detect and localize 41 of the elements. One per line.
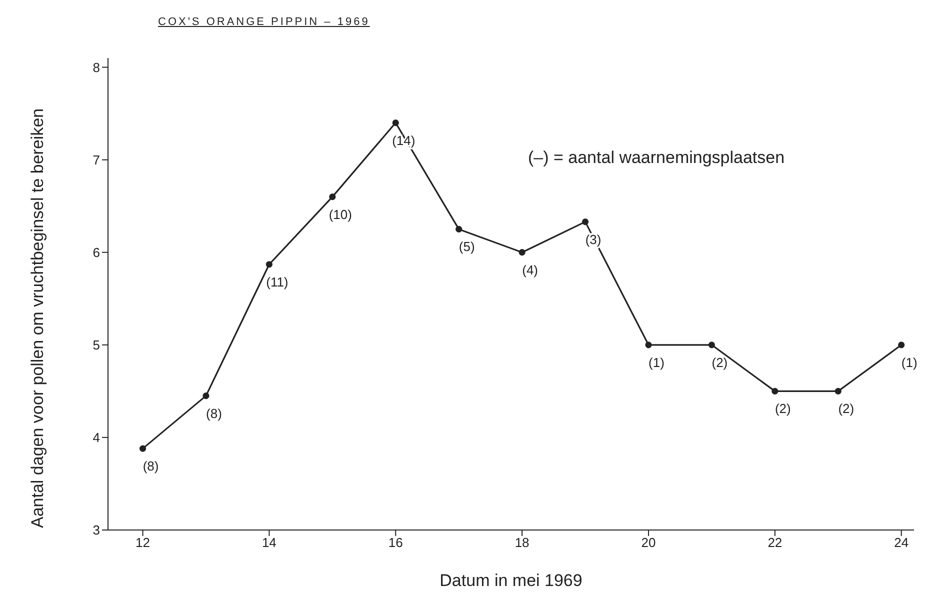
point (582, 218, 589, 226)
annotation: (10) (328, 206, 352, 222)
annotation: (8) (142, 458, 159, 474)
point (772, 388, 778, 394)
annotation: (1) (648, 354, 664, 370)
point (392, 119, 399, 126)
y-tick-label: 7 (92, 152, 100, 168)
x-tick-label: 14 (262, 535, 276, 550)
point (645, 342, 652, 348)
x-tick-label: 20 (641, 535, 656, 550)
point (456, 226, 462, 233)
point (329, 194, 336, 200)
point (139, 445, 146, 452)
annotation: (11) (266, 274, 288, 290)
x-tick-label: 24 (894, 535, 909, 550)
y-tick-label: 5 (92, 338, 100, 353)
annotation: (2) (838, 401, 854, 416)
annotation: (1) (901, 354, 918, 370)
x-tick-label: 12 (136, 535, 150, 550)
annotation: (8) (206, 406, 222, 421)
y-tick-label: 8 (92, 60, 100, 75)
annotation: (2) (712, 354, 728, 370)
annotation: (4) (522, 262, 538, 278)
x-tick-label: 18 (514, 535, 530, 550)
point (518, 249, 526, 256)
y-tick-label: 4 (92, 430, 100, 446)
point (708, 342, 716, 348)
annotation: (2) (774, 401, 791, 416)
y-axis-title: Aantal dagen voor pollen om vruchtbeginsel te bereiken (28, 107, 48, 528)
x-tick-label: 22 (768, 535, 782, 550)
annotation: (–) = aantal waarnemingsplaatsen (528, 148, 785, 168)
x-tick-label: 16 (388, 535, 403, 550)
chart-title: COX'S ORANGE PIPPIN – 1969 (158, 16, 370, 28)
y-tick-label: 6 (92, 244, 100, 260)
point (834, 388, 842, 394)
point (898, 342, 905, 348)
y-tick-label: 3 (92, 522, 100, 538)
x-axis-title: Datum in mei 1969 (440, 571, 582, 590)
point (202, 392, 210, 400)
point (266, 261, 272, 268)
annotation: (5) (458, 239, 475, 254)
